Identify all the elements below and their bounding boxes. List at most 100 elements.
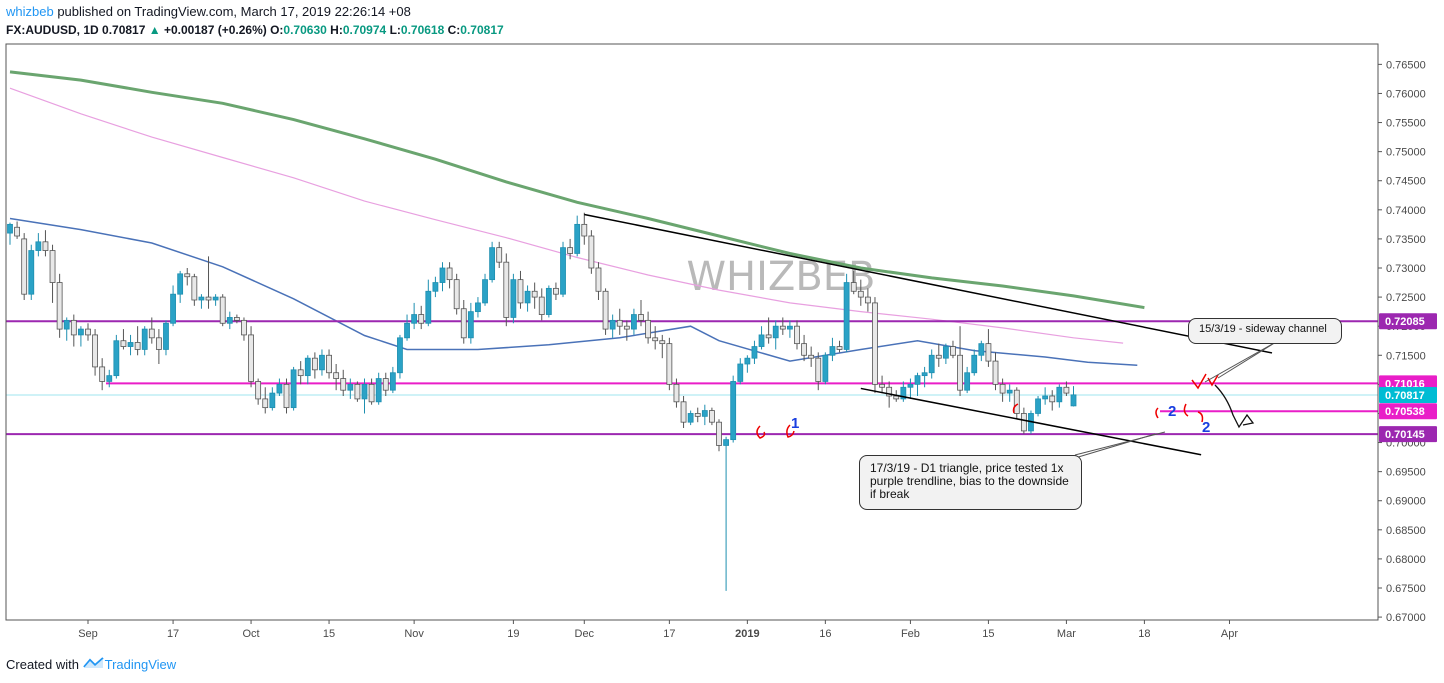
candle-body-down — [886, 386, 893, 397]
candle-body-down — [857, 290, 864, 298]
candle-body-down — [531, 290, 538, 298]
y-tick-label: 0.76000 — [1386, 88, 1426, 100]
x-tick-label: 2019 — [735, 628, 759, 640]
candle-body-up — [489, 247, 496, 281]
candle — [673, 378, 680, 408]
candle — [907, 378, 914, 399]
callout-pointer — [1204, 341, 1277, 383]
candle — [382, 372, 389, 396]
candle-body-up — [141, 328, 148, 350]
candle-body-down — [950, 346, 956, 356]
candle-body-down — [191, 276, 198, 301]
candle — [226, 311, 233, 330]
candle — [404, 314, 410, 341]
candle — [49, 244, 56, 303]
footer-prefix: Created with — [6, 657, 79, 672]
candle-body-down — [283, 383, 290, 409]
close-value: 0.70817 — [460, 23, 504, 37]
candle — [787, 320, 793, 338]
candle-body-down — [709, 410, 715, 423]
candle — [588, 230, 595, 274]
candle-body-down — [999, 383, 1006, 394]
candle-body-down — [1049, 395, 1056, 403]
candle — [510, 273, 517, 324]
candle-body-up — [425, 290, 432, 324]
candle — [751, 340, 758, 364]
x-tick-label: 17 — [167, 628, 179, 640]
candle-body-down — [716, 421, 722, 446]
symbol-label[interactable]: FX:AUDUSD, 1D — [6, 23, 99, 37]
candle — [326, 349, 332, 379]
candle-body-up — [524, 290, 531, 304]
candle-body-down — [333, 372, 340, 379]
candle-body-down — [694, 413, 701, 417]
candle-body-up — [404, 322, 410, 339]
candle — [418, 305, 425, 330]
candle — [928, 349, 935, 379]
candle — [333, 364, 340, 391]
red-curve-mark — [1183, 403, 1189, 417]
candle-body-down — [1020, 413, 1027, 432]
candle — [794, 320, 800, 350]
footer-brand-link[interactable]: TradingView — [104, 657, 177, 672]
callout-d1-triangle: 17/3/19 - D1 triangle, price tested 1x p… — [859, 455, 1082, 510]
candle — [631, 308, 637, 335]
candle — [70, 314, 77, 347]
candle-body-up — [276, 383, 283, 394]
candle — [730, 375, 737, 443]
y-tick-label: 0.74000 — [1386, 205, 1426, 217]
x-tick-label: 17 — [663, 628, 675, 640]
candle — [177, 270, 184, 303]
candle-body-down — [85, 328, 91, 336]
candle — [347, 378, 354, 399]
candle — [538, 288, 545, 321]
candle — [198, 294, 205, 309]
price-level-badge: 0.70145 — [1379, 426, 1437, 443]
high-label: H: — [330, 23, 343, 37]
candle — [808, 346, 815, 367]
candle — [900, 381, 907, 402]
candle — [375, 372, 382, 405]
candle-body-down — [248, 334, 254, 382]
candle-body-down — [879, 383, 885, 388]
candle — [475, 297, 481, 318]
candle-body-up — [701, 410, 708, 417]
moving-average-line — [9, 87, 1124, 344]
candle-body-up — [28, 250, 35, 295]
candle — [453, 273, 460, 315]
candle — [716, 419, 722, 452]
callout-pointer — [1217, 341, 1277, 379]
candle-body-down — [49, 250, 56, 283]
candle-body-up — [609, 319, 616, 330]
price-axis[interactable]: 0.76500 0.76000 0.75500 0.75000 0.74500 0.740… — [1378, 59, 1437, 624]
author-link[interactable]: whizbeb — [6, 4, 54, 19]
candle — [170, 285, 176, 327]
candle — [489, 241, 496, 283]
x-tick-label: 18 — [1138, 628, 1150, 640]
up-arrow-icon: ▲ — [148, 23, 161, 37]
price-level-badge: 0.70817 — [1379, 387, 1437, 404]
price-level-badge: 0.70538 — [1379, 403, 1437, 420]
x-tick-label: Dec — [575, 628, 595, 640]
candle — [42, 230, 49, 257]
plot-frame — [5, 43, 1379, 621]
candle-body-down — [616, 319, 623, 327]
candle-body-down — [311, 357, 318, 371]
y-tick-label: 0.73000 — [1386, 263, 1426, 275]
candle — [829, 337, 836, 362]
candle-body-up — [78, 328, 84, 336]
candle — [28, 244, 35, 300]
candle-body-down — [623, 325, 630, 330]
time-axis[interactable]: Sep 17 Oct 15 Nov 19 Dec 17 2019 16 Feb 15 Mar 18 Apr — [78, 620, 1238, 640]
candle-body-up — [7, 223, 13, 234]
candle-body-up — [574, 223, 581, 254]
candle-body-up — [35, 241, 42, 251]
candle-body-down — [602, 290, 609, 330]
candle-body-up — [1042, 395, 1049, 400]
candle-body-down — [588, 235, 595, 269]
y-tick-label: 0.76500 — [1386, 59, 1426, 71]
candle-body-down — [1013, 389, 1020, 414]
candle — [666, 337, 673, 391]
publish-info: published on TradingView.com, March 17, … — [57, 4, 411, 19]
